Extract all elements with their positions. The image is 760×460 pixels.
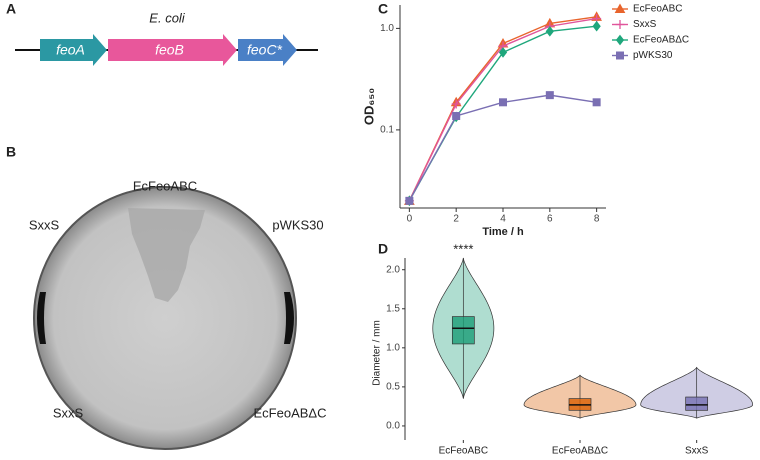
gene-arrow (40, 34, 107, 66)
x-tick-label: EcFeoABΔC (552, 446, 608, 455)
organism: E. coli (149, 10, 186, 25)
x-tick-label: 2 (453, 214, 459, 225)
series-line (408, 94, 597, 202)
marker (615, 34, 625, 46)
legend-label: EcFeoABC (633, 4, 682, 15)
plate-label: EcFeoABΔC (254, 405, 327, 420)
marker (498, 47, 508, 58)
y-tick-label: 1.0 (380, 23, 394, 34)
panel-label: A (6, 1, 16, 17)
y-tick-label: 1.5 (386, 303, 400, 314)
annotation: **** (453, 241, 473, 256)
marker (499, 98, 507, 107)
plate-edge (37, 292, 46, 344)
x-axis-title: Time / h (482, 226, 524, 238)
marker (592, 20, 601, 32)
gene-label: feoB (155, 42, 184, 58)
panel-label: C (378, 1, 388, 17)
box (685, 396, 709, 411)
plate-label: pWKS30 (272, 217, 323, 232)
x-tick-label: 0 (407, 214, 413, 225)
marker (545, 91, 554, 100)
y-tick-label: 2.0 (386, 264, 400, 275)
y-tick-label: 0.5 (386, 382, 400, 393)
gene-label: feoC* (247, 42, 283, 58)
y-axis-title: Diameter / mm (372, 320, 383, 386)
x-tick-label: SxxS (685, 446, 709, 455)
legend-label: EcFeoABΔC (633, 35, 689, 46)
marker (615, 20, 625, 29)
marker (592, 98, 601, 107)
y-tick-label: 0.1 (380, 125, 394, 136)
plate-label: EcFeoABC (133, 178, 197, 193)
gene-arrow (238, 34, 297, 66)
plate-edge (284, 292, 294, 344)
marker (405, 196, 414, 205)
legend-label: pWKS30 (633, 50, 673, 61)
gene-label: feoA (56, 42, 85, 58)
x-tick-label: 6 (547, 214, 553, 225)
plate (33, 186, 297, 450)
marker (614, 3, 626, 13)
y-tick-label: 1.0 (386, 342, 400, 353)
gene-arrow (108, 34, 237, 66)
bacterial-growth (128, 208, 205, 302)
y-axis-title: OD₆₅₀ (361, 88, 376, 125)
x-tick-label: 4 (500, 214, 506, 225)
plate-label: SxxS (29, 217, 60, 232)
marker (452, 112, 461, 121)
panel-label: B (6, 144, 16, 160)
y-tick-label: 0.0 (386, 421, 400, 432)
marker (545, 26, 554, 37)
plate-label: SxxS (53, 405, 84, 420)
marker (451, 99, 461, 109)
box (451, 316, 475, 345)
legend-label: SxxS (633, 19, 657, 30)
x-tick-label: 8 (594, 214, 600, 225)
x-tick-label: EcFeoABC (439, 446, 488, 455)
panel-label: D (378, 241, 388, 257)
marker (616, 51, 624, 60)
